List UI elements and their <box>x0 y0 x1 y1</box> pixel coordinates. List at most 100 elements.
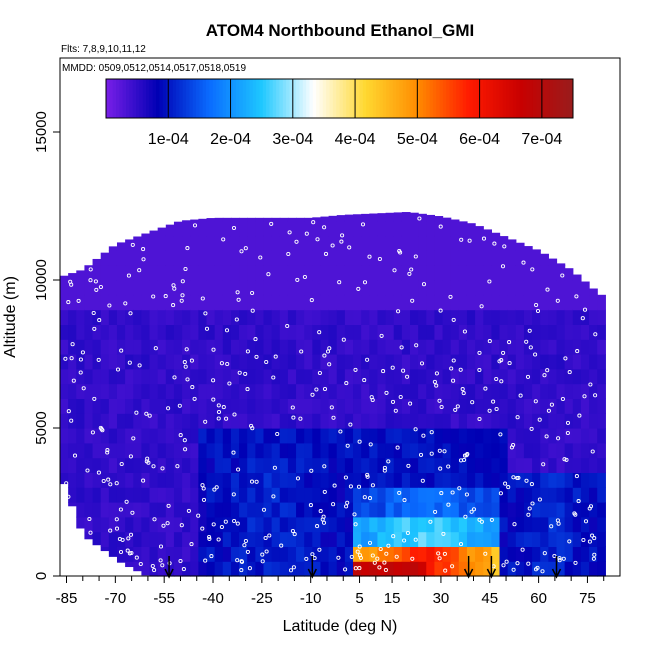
heatmap-cell <box>361 428 370 444</box>
sample-point <box>207 534 212 540</box>
heatmap-cell <box>369 531 379 547</box>
sample-point <box>322 464 327 469</box>
sample-point <box>407 271 412 276</box>
heatmap-cell <box>361 442 370 459</box>
sample-point <box>557 558 562 563</box>
heatmap-cell <box>556 368 566 385</box>
colorbar-segment <box>409 79 414 118</box>
heatmap-cell <box>222 457 232 473</box>
sample-point <box>575 349 580 354</box>
sample-point <box>69 356 74 361</box>
heatmap-cell <box>198 531 208 547</box>
heatmap-cell <box>84 294 94 311</box>
colorbar-segment <box>309 79 314 118</box>
heatmap-cell <box>68 487 77 503</box>
heatmap-cell <box>214 250 224 266</box>
heatmap-cell <box>540 442 549 459</box>
heatmap-cell <box>182 250 191 266</box>
sample-point <box>433 509 438 514</box>
heatmap-cell <box>304 546 313 562</box>
colorbar-segment <box>469 79 474 118</box>
heatmap-cell <box>328 546 338 562</box>
heatmap-cell <box>320 398 330 414</box>
sample-point <box>119 348 124 353</box>
sample-point <box>590 449 595 454</box>
sample-point <box>261 507 267 512</box>
sample-point <box>204 326 210 331</box>
heatmap-cell <box>222 546 232 562</box>
heatmap-cell <box>92 457 102 473</box>
heatmap-cell <box>60 354 69 370</box>
heatmap-cell <box>304 339 313 355</box>
heatmap-cell <box>133 546 142 562</box>
heatmap-cell <box>247 428 256 444</box>
sample-point <box>271 494 276 499</box>
heatmap-cell <box>499 309 509 325</box>
heatmap-cell <box>475 546 484 562</box>
heatmap-cell <box>475 561 484 577</box>
heatmap-cell <box>540 413 549 429</box>
sample-point <box>181 567 186 572</box>
heatmap-cell <box>515 487 525 503</box>
heatmap-cell <box>328 561 338 577</box>
heatmap-cell <box>401 212 411 222</box>
heatmap-cell <box>198 457 208 473</box>
heatmap-cell <box>92 368 102 385</box>
heatmap-cell <box>361 472 370 488</box>
sample-point <box>126 536 131 541</box>
sample-point <box>524 339 529 344</box>
heatmap-cell <box>230 428 240 444</box>
colorbar-segment <box>422 79 427 118</box>
heatmap-cell <box>271 472 281 488</box>
heatmap-cell <box>442 502 452 518</box>
sample-point <box>108 557 113 562</box>
heatmap-cell <box>271 235 281 251</box>
heatmap-cell <box>165 531 175 547</box>
heatmap-cell <box>320 368 330 385</box>
heatmap-cell <box>450 294 460 311</box>
heatmap-cell <box>312 220 322 237</box>
sample-point <box>71 378 76 383</box>
heatmap-cell <box>255 294 265 311</box>
heatmap-cell <box>507 324 517 340</box>
sample-point <box>88 267 93 272</box>
heatmap-cell <box>580 472 590 488</box>
heatmap-cell <box>418 265 427 281</box>
heatmap-cell <box>141 398 151 414</box>
heatmap-cell <box>222 516 232 533</box>
heatmap-cell <box>133 457 142 473</box>
heatmap-cell <box>401 502 411 518</box>
sample-point <box>378 546 383 552</box>
heatmap-cell <box>165 250 175 266</box>
heatmap-cell <box>483 531 492 547</box>
heatmap-cell <box>182 220 191 237</box>
heatmap-cell <box>564 457 574 473</box>
heatmap-cell <box>100 457 110 473</box>
heatmap-cell <box>458 339 468 355</box>
heatmap-cell <box>287 217 297 222</box>
heatmap-cell <box>450 220 460 237</box>
sample-point <box>123 301 128 306</box>
colorbar-segment <box>326 79 330 118</box>
heatmap-cell <box>279 280 289 296</box>
heatmap-cell <box>548 294 558 311</box>
heatmap-cell <box>116 280 126 296</box>
heatmap-cell <box>125 428 134 444</box>
heatmap-cell <box>173 235 183 251</box>
heatmap-cell <box>68 273 77 281</box>
heatmap-cell <box>353 472 362 488</box>
heatmap-cell <box>580 428 590 444</box>
heatmap-cell <box>222 294 232 311</box>
heatmap-cell <box>548 531 558 547</box>
heatmap-cell <box>92 502 102 518</box>
colorbar-segment <box>162 79 167 118</box>
heatmap-cell <box>206 368 216 385</box>
heatmap-cell <box>222 339 232 355</box>
heatmap-cell <box>361 213 370 222</box>
colorbar-segment <box>196 79 200 118</box>
sample-point <box>574 294 579 299</box>
heatmap-cell <box>230 383 240 399</box>
sample-point <box>529 482 534 487</box>
heatmap-cell <box>287 250 297 266</box>
sample-point <box>428 519 433 524</box>
